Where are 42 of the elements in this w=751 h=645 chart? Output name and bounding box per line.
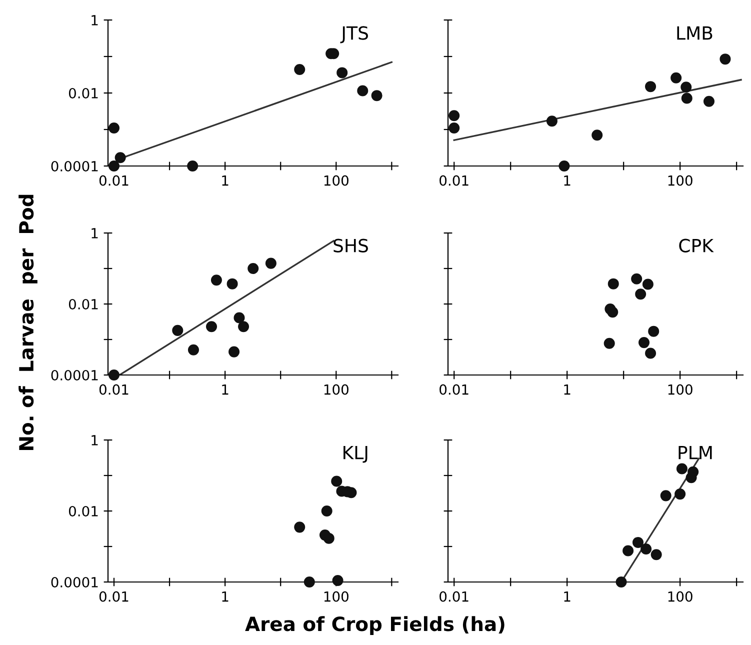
x-tick-label: 100 <box>324 384 348 395</box>
point <box>640 544 652 555</box>
x-tick-label: 0.01 <box>99 591 128 602</box>
point <box>616 576 627 588</box>
x-tick-label: 1 <box>564 384 570 395</box>
y-tick-label: 0.0001 <box>51 576 98 588</box>
x-tick-label: 0.01 <box>440 175 468 186</box>
x-tick-label: 100 <box>324 175 348 186</box>
x-tick-label: 0.01 <box>99 175 128 186</box>
y-axis-title: No. of Larvae per Pod <box>18 194 38 450</box>
chart-title: PLM <box>678 446 712 460</box>
y-tick-label: 1 <box>92 435 98 446</box>
y-tick-label: 1 <box>92 15 98 26</box>
y-tick-label: 1 <box>92 228 98 238</box>
x-tick-label: 1 <box>564 591 570 602</box>
point <box>632 536 644 548</box>
x-tick-label: 0.01 <box>440 591 468 602</box>
y-tick-label: 0.01 <box>68 506 98 516</box>
x-tick-label: 1 <box>564 175 570 186</box>
x-tick-label: 100 <box>668 384 692 395</box>
point <box>650 549 662 560</box>
x-tick-label: 0.01 <box>99 384 128 395</box>
chart-title: LMB <box>677 26 712 40</box>
point <box>676 463 688 474</box>
y-tick-label: 0.0001 <box>51 370 98 380</box>
y-tick-label: 0.01 <box>68 88 98 98</box>
chart-title: JTS <box>340 26 368 44</box>
x-tick-label: 1 <box>222 175 228 186</box>
x-tick-label: 1 <box>222 384 228 395</box>
x-tick-label: 0.01 <box>440 384 468 395</box>
x-tick-label: 1 <box>222 591 228 602</box>
x-axis-title: Area of Crop Fields (ha) <box>245 616 504 635</box>
chart-title: CPK <box>679 238 714 252</box>
point <box>660 490 672 502</box>
y-tick-label: 0.0001 <box>51 160 98 172</box>
x-tick-label: 100 <box>324 591 348 602</box>
chart-title: KLJ <box>344 446 368 463</box>
x-tick-label: 100 <box>668 175 692 186</box>
y-tick-label: 0.01 <box>68 298 98 310</box>
point <box>622 545 634 556</box>
x-tick-label: 100 <box>668 591 692 602</box>
chart-title: SHS <box>334 238 368 252</box>
